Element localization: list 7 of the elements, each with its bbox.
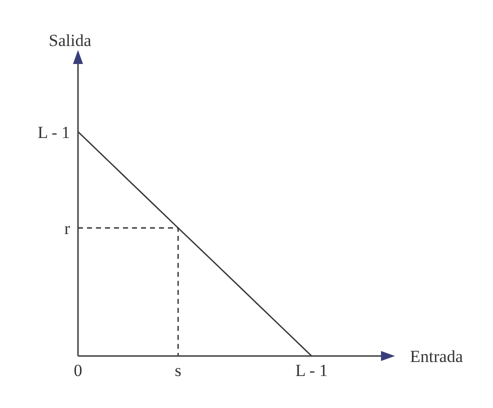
annotation: r — [64, 218, 70, 238]
annotation: L - 1 — [38, 122, 70, 142]
x-tick-label: s — [174, 361, 182, 380]
x-tick-label: L - 1 — [295, 361, 328, 380]
x-axis-title: Entrada — [410, 347, 464, 366]
x-tick-label: 0 — [74, 361, 82, 380]
y-axis-title: Salida — [48, 31, 92, 50]
